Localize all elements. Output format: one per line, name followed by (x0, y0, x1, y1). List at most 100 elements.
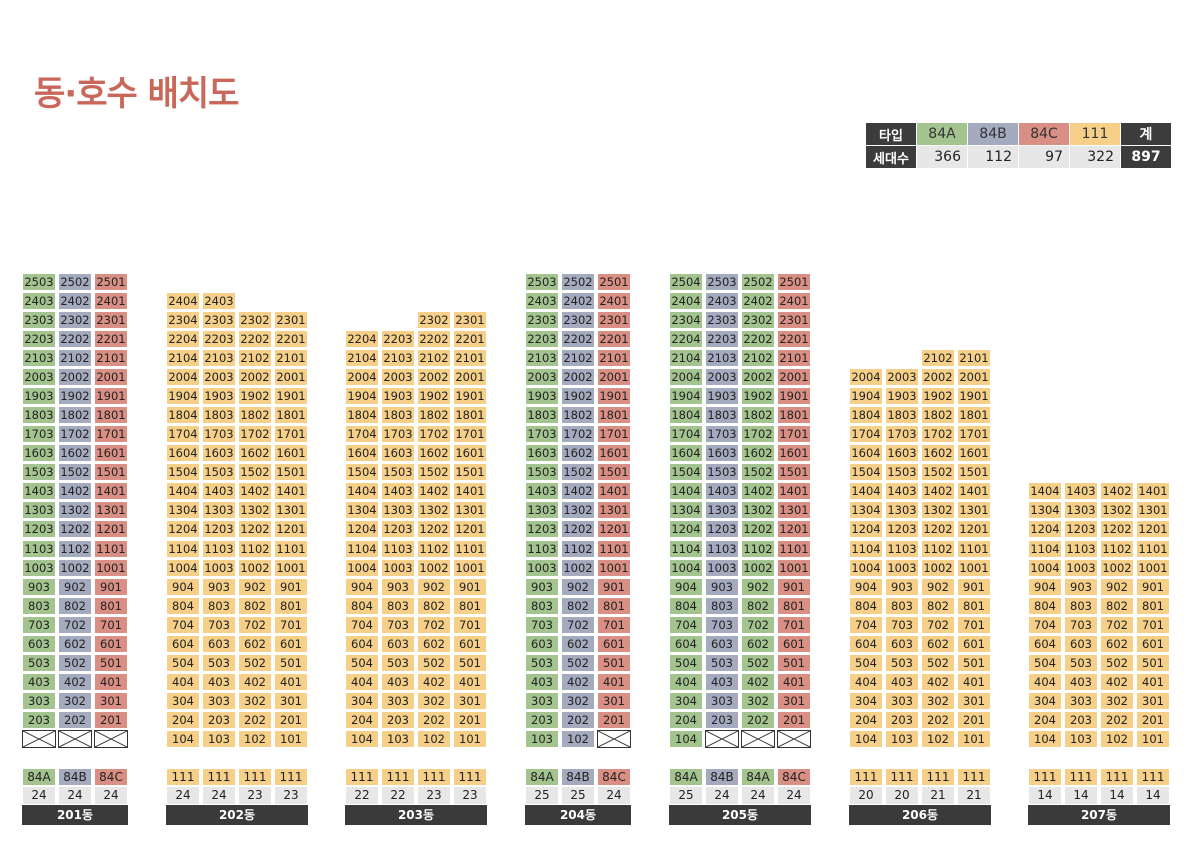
unit-cell: 1102 (1100, 539, 1134, 558)
line-unit-count: 24 (705, 787, 739, 804)
legend-type-row: 타입 84A 84B 84C 111 계 (865, 122, 1172, 146)
unit-cell: 1602 (58, 444, 92, 463)
unit-cell: 802 (417, 596, 451, 615)
unit-cell: 602 (741, 634, 775, 653)
unit-cell: 2103 (22, 349, 56, 367)
unit-cell: 802 (741, 596, 775, 615)
line-unit-count: 20 (849, 787, 883, 804)
line-unit-count: 24 (166, 787, 200, 804)
line-unit-count: 22 (345, 787, 379, 804)
unit-cell: 201 (597, 710, 631, 729)
unit-cell: 2102 (238, 349, 272, 367)
unit-cell: 1301 (1136, 501, 1170, 520)
unit-cell: 1602 (417, 444, 451, 463)
unit-cell: 401 (777, 672, 811, 691)
unit-cell: 404 (849, 672, 883, 691)
unit-cell: 1103 (885, 539, 919, 558)
unit-cell: 602 (921, 634, 955, 653)
unit-cell: 1102 (561, 539, 595, 558)
unit-cell: 2102 (921, 349, 955, 367)
unit-cell: 602 (58, 634, 92, 653)
unit-cell: 903 (22, 577, 56, 596)
line-unit-count: 14 (1100, 787, 1134, 804)
line-type-label: 111 (885, 768, 919, 786)
unit-cell: 901 (777, 577, 811, 596)
unit-cell: 1402 (417, 482, 451, 501)
unit-cell: 1802 (238, 406, 272, 425)
legend-count-84b: 112 (967, 145, 1019, 169)
unit-cell: 1803 (202, 406, 236, 425)
unit-cell: 2202 (417, 329, 451, 348)
unit-cell: 902 (1100, 577, 1134, 596)
unit-cell: 1202 (1100, 520, 1134, 539)
unit-cell: 2103 (705, 349, 739, 367)
unit-cell: 1502 (561, 463, 595, 482)
unit-cell: 1603 (705, 444, 739, 463)
unit-cell: 1201 (274, 520, 308, 539)
unit-cell: 503 (1064, 653, 1098, 672)
unit-cell: 1301 (453, 501, 487, 520)
unit-cell: 1003 (381, 558, 415, 577)
unit-cell: 1103 (525, 539, 559, 558)
unit-cell: 1901 (274, 387, 308, 406)
unit-cell: 201 (777, 710, 811, 729)
unit-cell: 601 (94, 634, 128, 653)
unit-cell: 902 (58, 577, 92, 596)
unit-cell: 301 (777, 691, 811, 710)
unit-cell: 704 (345, 615, 379, 634)
unit-cell: 1301 (777, 501, 811, 520)
unit-cell: 401 (94, 672, 128, 691)
unit-cell: 703 (885, 615, 919, 634)
unit-cell: 1802 (741, 406, 775, 425)
unit-cell: 901 (597, 577, 631, 596)
unit-cell: 2201 (777, 329, 811, 348)
unit-cell: 1003 (22, 558, 56, 577)
line-unit-count: 25 (525, 787, 559, 804)
line-unit-count: 23 (417, 787, 451, 804)
unit-cell: 2502 (58, 272, 92, 291)
unit-cell: 101 (274, 730, 308, 748)
unit-cell: 1601 (597, 444, 631, 463)
unit-cell: 1401 (94, 482, 128, 501)
legend-count-111: 322 (1069, 145, 1121, 169)
unit-cell: 1001 (1136, 558, 1170, 577)
unit-cell: 1802 (561, 406, 595, 425)
unit-cell: 403 (705, 672, 739, 691)
unit-cell: 2001 (274, 368, 308, 387)
unit-cell: 2501 (94, 272, 128, 291)
unit-cell: 2203 (705, 329, 739, 348)
line-unit-count: 24 (94, 787, 128, 804)
unit-cell: 1402 (741, 482, 775, 501)
unit-cell: 1503 (885, 463, 919, 482)
unit-cell: 2502 (741, 272, 775, 291)
unit-cell: 1603 (525, 444, 559, 463)
unit-cell: 1901 (94, 387, 128, 406)
unit-cell: 1101 (597, 539, 631, 558)
unit-cell: 1804 (166, 406, 200, 425)
unit-cell: 2003 (525, 368, 559, 387)
unit-cell: 802 (1100, 596, 1134, 615)
unit-cell: 601 (957, 634, 991, 653)
unit-cell: 1601 (274, 444, 308, 463)
unit-cell: 204 (345, 710, 379, 729)
unit-cell: 1803 (885, 406, 919, 425)
empty-unit-cell (58, 730, 92, 748)
unit-cell: 301 (94, 691, 128, 710)
unit-cell: 302 (417, 691, 451, 710)
unit-cell: 1304 (1028, 501, 1062, 520)
unit-cell: 401 (597, 672, 631, 691)
unit-cell: 2003 (202, 368, 236, 387)
unit-cell: 1402 (921, 482, 955, 501)
unit-cell: 1701 (94, 425, 128, 444)
unit-cell: 2201 (597, 329, 631, 348)
unit-cell: 1503 (705, 463, 739, 482)
unit-cell: 2104 (345, 349, 379, 367)
unit-cell: 1202 (238, 520, 272, 539)
unit-cell: 2001 (597, 368, 631, 387)
unit-cell: 204 (669, 710, 703, 729)
unit-cell: 604 (1028, 634, 1062, 653)
unit-cell: 2302 (561, 310, 595, 329)
unit-cell: 602 (238, 634, 272, 653)
unit-cell: 2503 (525, 272, 559, 291)
unit-cell: 1603 (885, 444, 919, 463)
